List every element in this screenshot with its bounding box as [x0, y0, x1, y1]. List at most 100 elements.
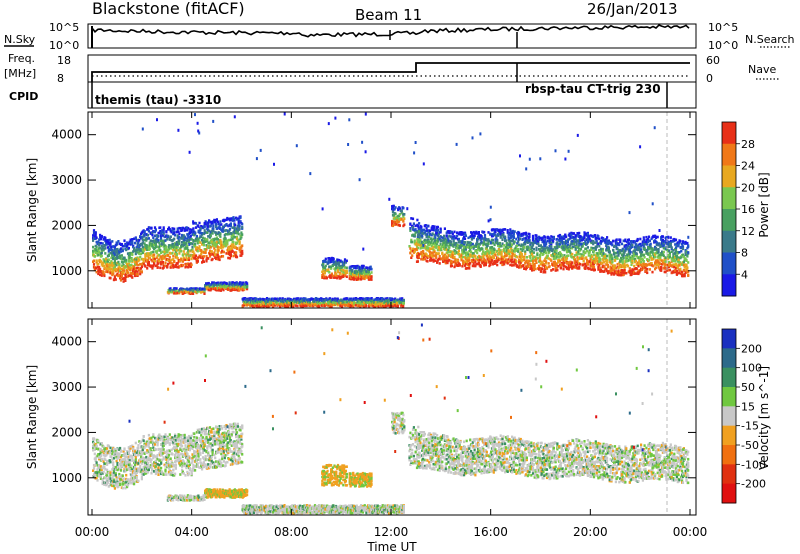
echo-cell: [451, 253, 454, 257]
echo-cell: [139, 262, 142, 266]
echo-cell: [578, 244, 581, 247]
echo-cell: [638, 261, 641, 265]
echo-cell: [637, 243, 640, 247]
echo-cell: [683, 266, 686, 269]
echo-cell: [123, 269, 126, 272]
echo-cell: [231, 245, 234, 249]
echo-cell: [132, 269, 135, 273]
echo-cell: [439, 227, 442, 231]
echo-cell: [685, 263, 688, 267]
echo-cell: [483, 242, 486, 246]
echo-cell: [159, 230, 162, 233]
echo-cell: [611, 257, 614, 261]
echo-cell: [185, 256, 188, 259]
echo-cell: [146, 248, 149, 251]
echo-cell: [506, 246, 509, 250]
echo-cell: [550, 235, 553, 238]
echo-cell: [619, 240, 622, 244]
echo-cell: [661, 259, 664, 262]
echo-cell: [168, 259, 171, 262]
echo-cell: [165, 248, 168, 251]
echo-cell: [151, 231, 154, 235]
echo-cell: [102, 248, 105, 252]
echo-cell: [540, 249, 543, 252]
echo-cell: [135, 258, 138, 261]
echo-cell: [494, 230, 497, 234]
echo-cell: [238, 227, 241, 231]
echo-cell: [394, 206, 397, 209]
echo-cell: [545, 256, 549, 260]
echo-cell: [188, 228, 191, 231]
echo-cell: [141, 241, 144, 245]
echo-cell: [172, 266, 175, 269]
echo-cell: [200, 249, 203, 252]
echo-cell: [181, 260, 184, 263]
echo-cell: [580, 253, 583, 256]
echo-cell: [443, 238, 446, 242]
echo-cell: [186, 237, 189, 241]
echo-cell: [330, 272, 333, 276]
echo-cell: [460, 231, 463, 234]
echo-cell: [210, 229, 213, 233]
echo-cell: [424, 224, 427, 227]
echo-cell: [179, 227, 182, 230]
echo-cell: [216, 245, 219, 249]
echo-cell: [678, 241, 681, 245]
nsearch-tick-bottom: 10^0: [708, 39, 738, 52]
echo-cell: [493, 243, 496, 247]
echo-cell: [617, 252, 620, 255]
echo-cell: [423, 231, 426, 235]
echo-cell: [645, 252, 648, 255]
echo-cell: [462, 255, 465, 259]
echo-cell: [509, 250, 512, 253]
echo-cell: [524, 233, 528, 236]
echo-cell: [586, 249, 589, 253]
echo-cell: [478, 243, 481, 246]
echo-cell: [600, 269, 603, 273]
echo-cell: [530, 259, 533, 262]
echo-cell: [516, 241, 519, 245]
echo-cell: [633, 254, 636, 258]
echo-cell: [652, 248, 655, 252]
echo-cell: [228, 245, 231, 249]
echo-cell: [187, 251, 190, 254]
echo-cell: [228, 250, 232, 254]
echo-cell: [213, 218, 216, 222]
echo-cell: [577, 249, 580, 253]
echo-cell: [187, 258, 191, 262]
echo-cell: [212, 224, 215, 227]
echo-cell: [520, 254, 523, 257]
echo-cell: [490, 256, 493, 260]
echo-cell: [186, 246, 189, 250]
echo-cell: [463, 235, 466, 239]
echo-cell: [171, 228, 174, 232]
echo-cell: [529, 263, 532, 266]
echo-cell: [464, 234, 467, 237]
echo-cell: [190, 237, 193, 241]
echo-cell: [564, 233, 567, 237]
echo-cell: [682, 255, 685, 258]
echo-cell: [435, 256, 438, 259]
echo-cell: [439, 229, 442, 232]
echo-cell: [97, 272, 100, 276]
echo-cell: [162, 226, 165, 229]
echo-cell: [587, 239, 590, 242]
echo-cell: [543, 259, 546, 263]
echo-cell: [616, 262, 619, 266]
echo-cell: [186, 228, 189, 232]
echo-cell: [566, 238, 569, 241]
echo-cell: [201, 243, 204, 246]
echo-cell: [98, 265, 101, 269]
echo-cell: [171, 227, 174, 230]
echo-cell: [474, 260, 477, 264]
echo-cell: [100, 235, 103, 239]
echo-cell: [508, 260, 511, 263]
echo-cell: [531, 252, 534, 256]
echo-cell: [451, 232, 454, 236]
echo-cell: [122, 263, 125, 267]
echo-cell: [624, 239, 627, 243]
echo-cell: [448, 245, 451, 248]
echo-cell: [640, 244, 643, 248]
echo-cell: [124, 279, 127, 282]
echo-cell: [419, 239, 422, 242]
